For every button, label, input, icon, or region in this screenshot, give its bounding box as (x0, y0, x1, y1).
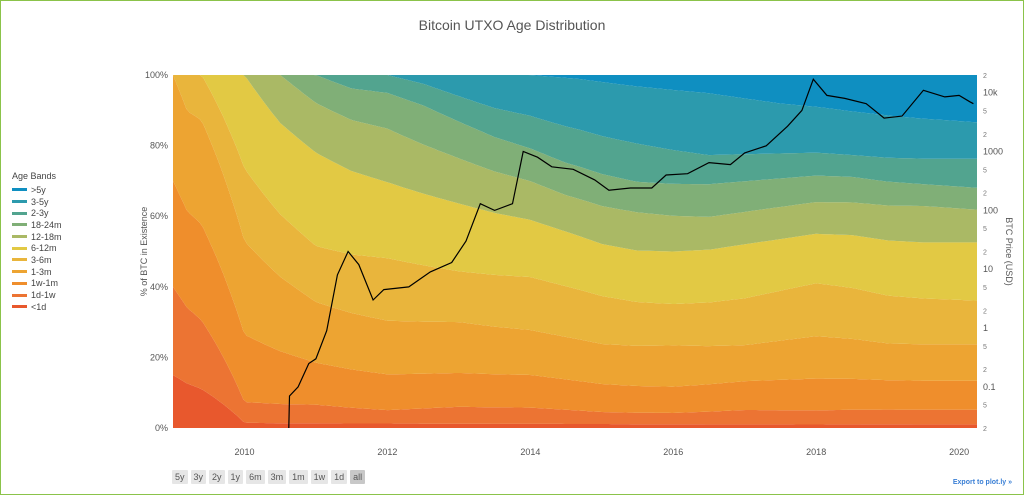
legend-title: Age Bands (12, 171, 57, 181)
range-button-1y[interactable]: 1y (227, 470, 244, 484)
legend-swatch (12, 235, 27, 239)
x-tick-label: 2016 (663, 447, 683, 457)
y2-minor-tick-label: 5 (983, 226, 987, 233)
x-tick-label: 2014 (520, 447, 540, 457)
y-axis-title: % of BTC in Existence (139, 207, 149, 297)
x-tick-label: 2012 (377, 447, 397, 457)
area-band-5y (173, 75, 977, 123)
y2-minor-tick-label: 5 (983, 403, 987, 410)
range-button-6m[interactable]: 6m (246, 470, 265, 484)
legend-swatch (12, 258, 27, 262)
legend-item[interactable]: 1-3m (12, 266, 62, 278)
legend-label: 1-3m (31, 266, 52, 277)
legend-item[interactable]: 3-6m (12, 254, 62, 266)
range-button-1w[interactable]: 1w (310, 470, 329, 484)
legend-swatch (12, 211, 27, 215)
legend-item[interactable]: 1w-1m (12, 278, 62, 290)
legend-label: 2-3y (31, 208, 49, 219)
legend-item[interactable]: >5y (12, 184, 62, 196)
area-band-3-6m (173, 75, 977, 347)
y2-minor-tick-label: 5 (983, 344, 987, 351)
y2-tick-label: 0.1 (983, 382, 996, 392)
area-band-12-18m (173, 75, 977, 252)
legend-item[interactable]: <1d (12, 301, 62, 313)
range-button-all[interactable]: all (350, 470, 366, 484)
range-button-2y[interactable]: 2y (209, 470, 225, 484)
y2-minor-tick-label: 2 (983, 308, 987, 315)
y2-minor-tick-label: 5 (983, 167, 987, 174)
legend-item[interactable]: 3-5y (12, 196, 62, 208)
legend-item[interactable]: 2-3y (12, 207, 62, 219)
y2-minor-tick-label: 5 (983, 285, 987, 292)
y2-minor-tick-label: 2 (983, 367, 987, 374)
legend-swatch (12, 270, 27, 274)
range-button-3y[interactable]: 3y (190, 470, 207, 484)
range-button-1d[interactable]: 1d (331, 470, 348, 484)
legend-label: 1w-1m (31, 278, 59, 289)
area-band-1d-1w (173, 286, 977, 425)
area-band-2-3y (173, 75, 977, 188)
chart-title: Bitcoin UTXO Age Distribution (418, 17, 606, 33)
x-tick-label: 2018 (806, 447, 826, 457)
y2-minor-tick-label: 5 (983, 108, 987, 115)
legend-swatch (12, 246, 27, 250)
legend-item[interactable]: 12-18m (12, 231, 62, 243)
legend-swatch (12, 223, 27, 227)
y2-axis-title: BTC Price (USD) (1004, 217, 1014, 286)
area-band-18-24m (173, 75, 977, 217)
export-link[interactable]: Export to plot.ly » (952, 479, 1012, 486)
range-button-3m[interactable]: 3m (267, 470, 287, 484)
legend-item[interactable]: 6-12m (12, 242, 62, 254)
x-tick-label: 2020 (949, 447, 969, 457)
legend-label: 18-24m (31, 219, 62, 230)
y2-minor-tick-label: 2 (983, 250, 987, 257)
range-button-1m[interactable]: 1m (289, 470, 308, 484)
range-selector: 5y 3y 2y 1y 6m 3m 1m 1w 1d all (172, 470, 366, 484)
y2-tick-label: 10 (983, 264, 993, 274)
x-tick-label: 2010 (234, 447, 254, 457)
y-tick-label: 20% (150, 352, 168, 362)
legend-label: 3-6m (31, 254, 52, 265)
price-line (288, 78, 974, 429)
area-band-3-5y (173, 75, 977, 159)
legend-swatch (12, 305, 27, 309)
legend: Age Bands >5y 3-5y 2-3y 18-24m 12-18m 6-12m 3-… (12, 171, 62, 313)
legend-item[interactable]: 1d-1w (12, 289, 62, 301)
legend-item[interactable]: 18-24m (12, 219, 62, 231)
range-button-5y[interactable]: 5y (172, 470, 188, 484)
area-band-1-3m (173, 75, 977, 387)
area-band-1w-1m (173, 180, 977, 413)
legend-label: >5y (31, 184, 46, 195)
y-tick-label: 0% (155, 423, 168, 433)
y2-minor-tick-label: 2 (983, 191, 987, 198)
y-tick-label: 80% (150, 141, 168, 151)
legend-label: 12-18m (31, 231, 62, 242)
area-band-6-12m (173, 75, 977, 304)
y-tick-label: 100% (145, 70, 168, 80)
legend-label: <1d (31, 301, 47, 312)
legend-label: 3-5y (31, 196, 49, 207)
legend-label: 1d-1w (31, 290, 56, 301)
y2-tick-label: 1 (983, 323, 988, 333)
y2-tick-label: 1000 (983, 147, 1003, 157)
legend-swatch (12, 293, 27, 297)
y2-minor-tick-label: 2 (983, 132, 987, 139)
legend-swatch (12, 188, 27, 192)
y2-tick-label: 100 (983, 205, 998, 215)
y-tick-label: 40% (150, 282, 168, 292)
y-tick-label: 60% (150, 211, 168, 221)
legend-swatch (12, 281, 27, 285)
legend-label: 6-12m (31, 243, 57, 254)
y2-minor-tick-label: 2 (983, 73, 987, 80)
y2-minor-tick-label: 2 (983, 426, 987, 433)
y2-tick-label: 10k (983, 88, 998, 98)
legend-swatch (12, 200, 27, 204)
